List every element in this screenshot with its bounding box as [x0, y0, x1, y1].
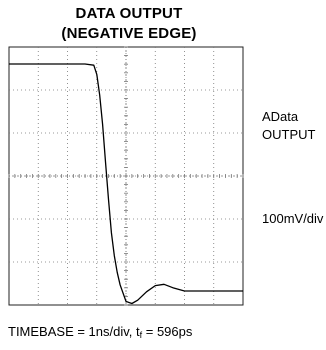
vertical-scale-label: 100mV/div — [262, 211, 324, 226]
caption-prefix: TIMEBASE = 1ns/div, t — [8, 324, 140, 339]
channel-label-adata: AData — [262, 109, 299, 124]
caption-subscript: f — [139, 330, 143, 340]
caption-suffix: = 596ps — [142, 324, 193, 339]
channel-label-output: OUTPUT — [262, 127, 316, 142]
waveform-trace — [9, 63, 243, 305]
timebase-caption: TIMEBASE = 1ns/div, tf = 596ps — [8, 324, 192, 340]
graticule — [8, 46, 244, 306]
chart-title: DATA OUTPUT (NEGATIVE EDGE) — [0, 4, 258, 44]
chart-title-line-1: DATA OUTPUT — [75, 5, 183, 22]
chart-title-line-2: (NEGATIVE EDGE) — [61, 25, 197, 42]
